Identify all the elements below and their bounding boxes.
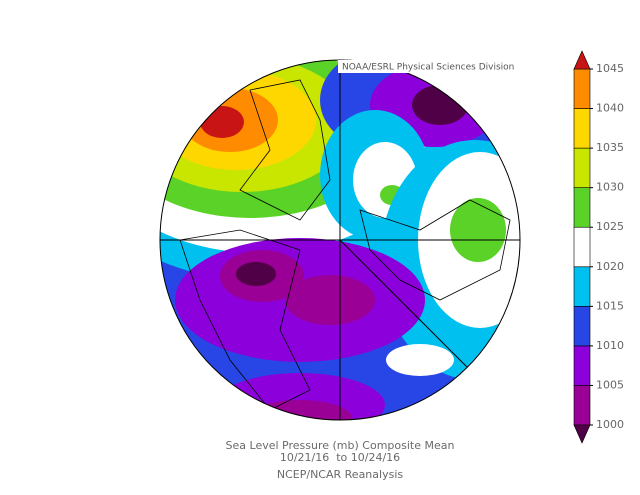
colorbar-swatch [573,226,591,268]
field-region [450,198,506,262]
pressure-field [160,60,520,420]
colorbar-label: 1030 [596,181,624,194]
colorbar-arrow-high [573,50,591,70]
colorbar-label: 1015 [596,299,624,312]
colorbar-arrow-low [573,424,591,444]
field-region [248,400,352,420]
caption-dates: 10/21/16 to 10/24/16 [280,451,400,464]
colorbar-swatch [573,147,591,188]
colorbar-swatch [573,306,591,347]
colorbar-label: 1025 [596,220,624,233]
meridian [339,239,471,371]
field-region [236,262,276,286]
colorbar-label: 1005 [596,378,624,391]
caption-source: NCEP/NCAR Reanalysis [277,468,403,481]
colorbar-swatch [573,68,591,109]
credit-box [338,60,526,73]
colorbar-label: 1040 [596,102,624,115]
field-region [200,106,244,138]
caption-title: Sea Level Pressure (mb) Composite Mean [226,439,455,452]
colorbar-swatch [573,266,591,307]
field-region [386,344,454,376]
colorbar-label: 1000 [596,418,624,431]
colorbar-label: 1045 [596,62,624,75]
colorbar-swatch [573,385,591,426]
colorbar-swatch [573,108,591,149]
colorbar-swatch [573,345,591,386]
coastline [179,79,511,411]
colorbar-label: 1020 [596,260,624,273]
colorbar-label: 1010 [596,339,624,352]
colorbar-label: 1035 [596,141,624,154]
credit: NOAA/ESRL Physical Sciences Division [342,63,514,73]
colorbar-swatch [573,187,591,228]
colorbar: 1000 1005 1010 1015 1020 1025 1030 1035 1040 1045 [573,50,624,444]
field-region [285,275,375,325]
